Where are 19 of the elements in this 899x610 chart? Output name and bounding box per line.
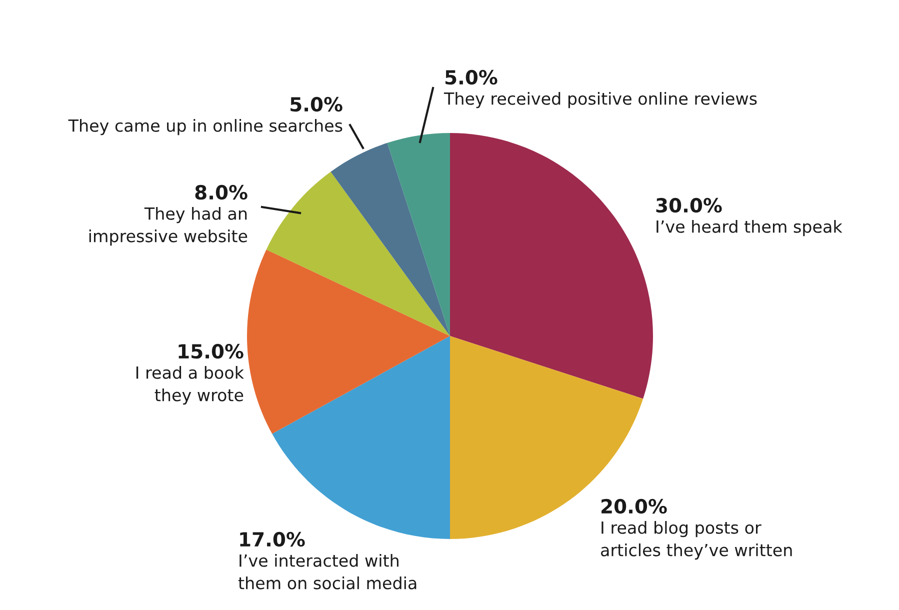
- data-label: 20.0%: [602, 498, 667, 514]
- slice-label: I read blog posts or articles they’ve written: [601, 521, 792, 560]
- pie-slice: [450, 133, 653, 399]
- data-label: 15.0%: [178, 344, 244, 359]
- pie-slice: [330, 142, 450, 336]
- slice-label: I’ve interacted with them on social media: [238, 554, 416, 590]
- pie-slice: [266, 172, 450, 336]
- data-label: 5.0%: [290, 96, 342, 112]
- data-label: 30.0%: [656, 198, 722, 213]
- data-label: 5.0%: [446, 70, 498, 85]
- pie-slice: [387, 133, 450, 336]
- slice-label: They received positive online reviews: [444, 92, 757, 108]
- slice-label: I read a book they wrote: [136, 366, 244, 405]
- data-label: 17.0%: [240, 532, 305, 547]
- pie-slice: [247, 250, 450, 434]
- slice-label: I’ve heard them speak: [656, 220, 842, 236]
- slice-label: They came up in online searches: [68, 119, 342, 136]
- data-label: 8.0%: [195, 184, 248, 200]
- slice-label: They had an impressive website: [89, 207, 248, 246]
